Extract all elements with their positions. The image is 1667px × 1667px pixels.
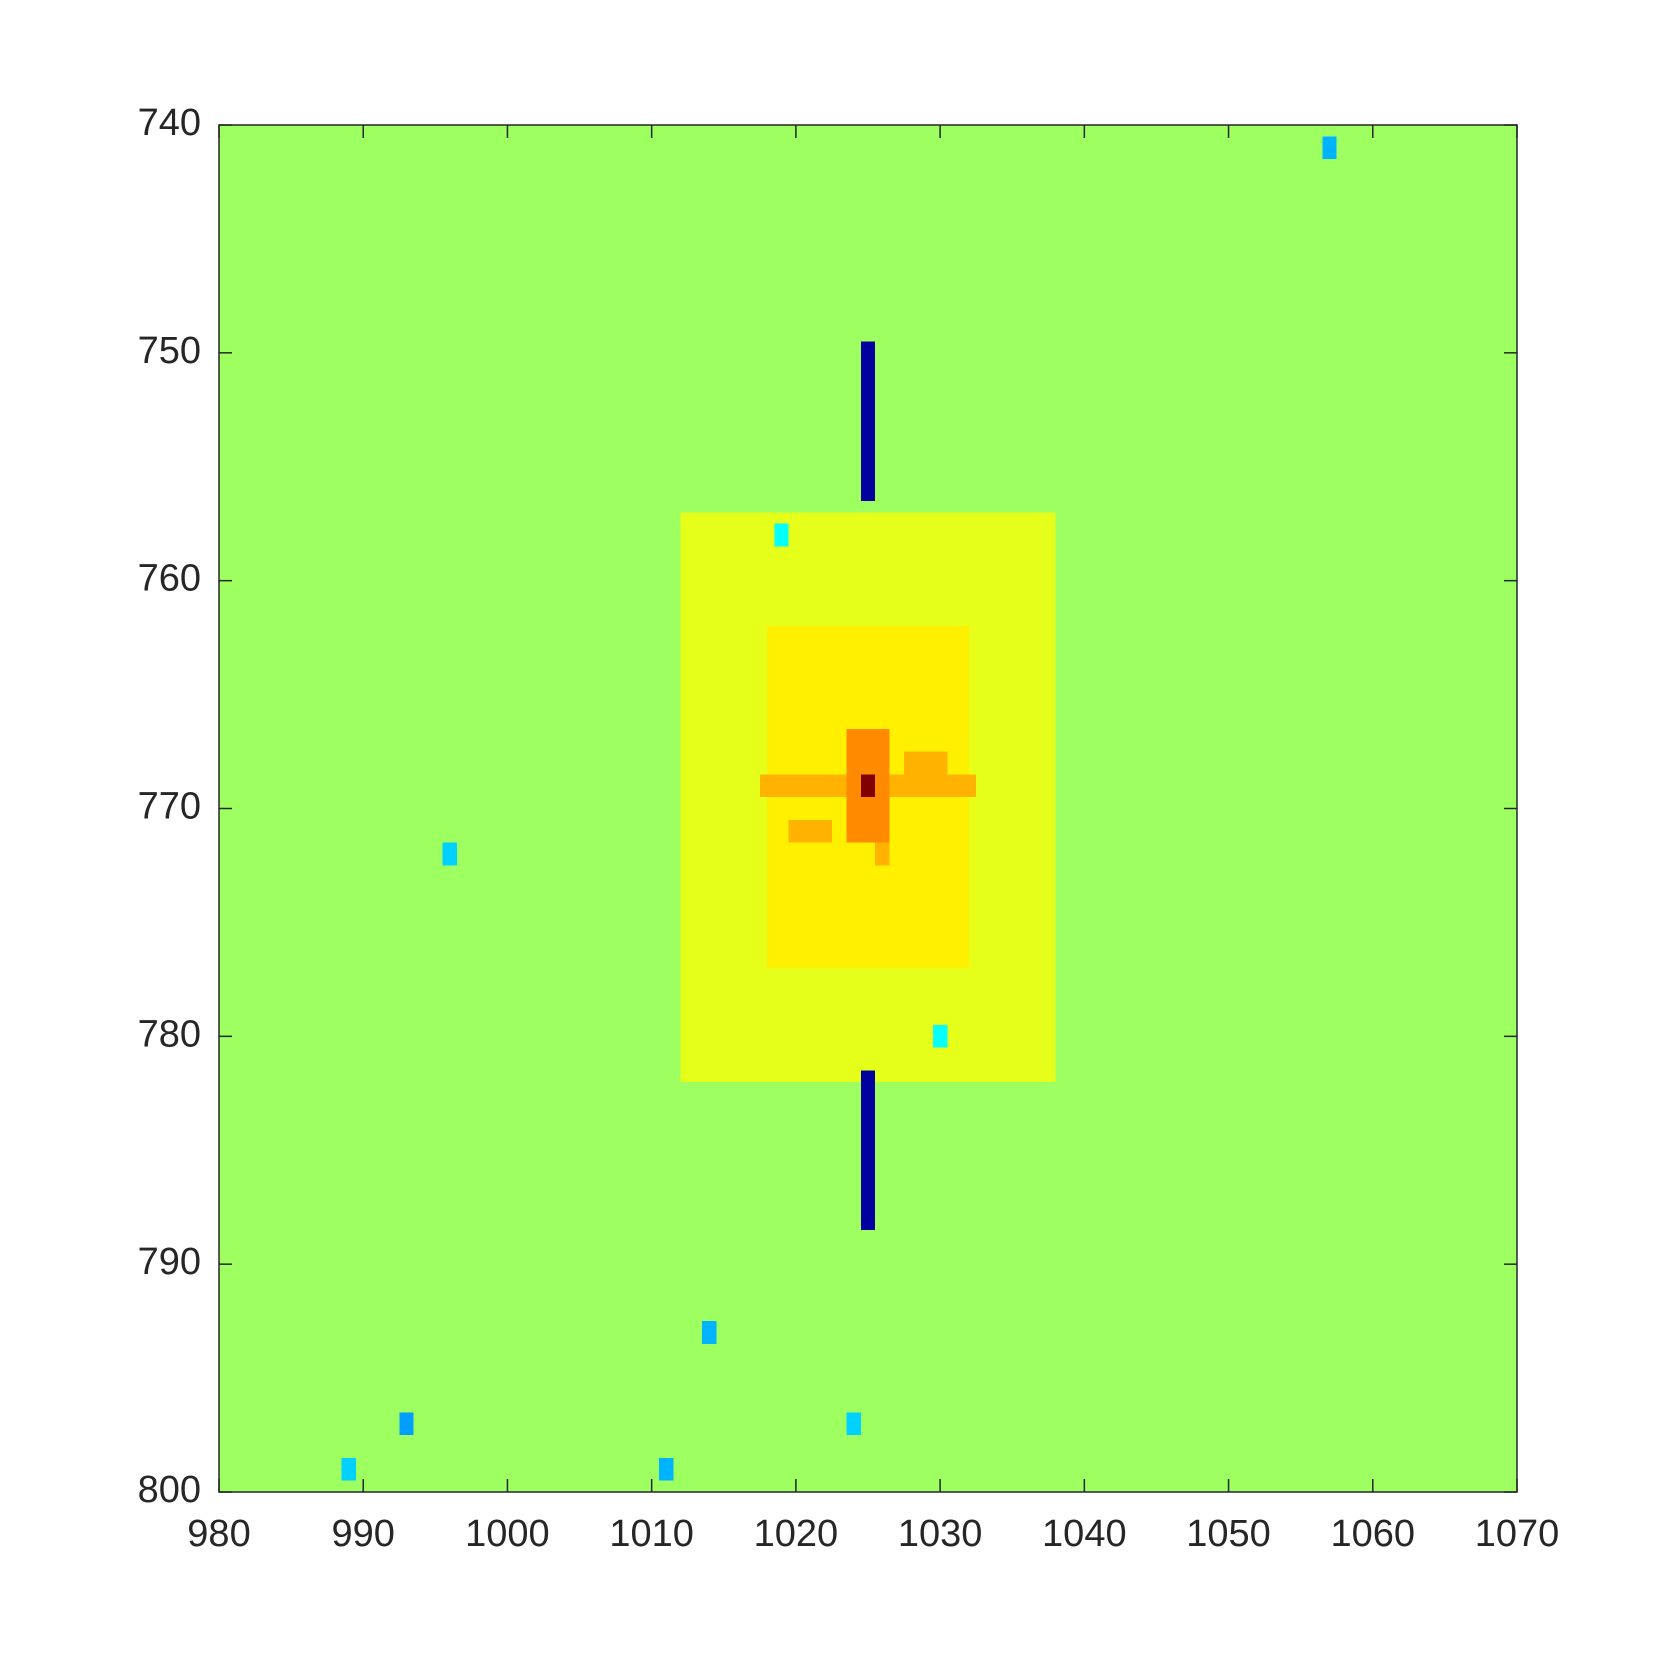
y-tick-label: 760 [138,558,201,600]
heat-cell [399,1412,414,1436]
heat-cell [932,1024,948,1048]
heat-cell [860,1070,876,1230]
x-tick-label: 990 [332,1513,395,1555]
x-tick-label: 1040 [1042,1513,1127,1555]
x-tick-label: 1060 [1331,1513,1416,1555]
heat-cell [1322,136,1337,160]
heat-cell [904,751,948,775]
x-tick-label: 1000 [465,1513,550,1555]
heat-cell [341,1457,357,1481]
y-tick-label: 800 [138,1469,201,1511]
x-tick-label: 1010 [609,1513,694,1555]
x-tick-label: 1020 [754,1513,839,1555]
heat-cell [774,523,789,547]
heat-cell [846,1412,861,1436]
y-tick-label: 740 [138,102,201,144]
heat-cell [860,341,876,501]
heat-cell [788,819,832,843]
x-tick-label: 1030 [898,1513,983,1555]
x-tick-label: 1070 [1475,1513,1560,1555]
heatmap [219,125,1517,1492]
heat-cell [875,842,890,866]
x-tick-label: 1050 [1186,1513,1271,1555]
y-tick-label: 750 [138,330,201,372]
x-tick-label: 980 [187,1513,250,1555]
y-tick-label: 790 [138,1241,201,1283]
y-tick-label: 780 [138,1013,201,1055]
heat-cell [702,1321,717,1344]
y-tick-label: 770 [138,786,201,828]
heat-cell [860,774,876,798]
heat-cell [658,1457,674,1481]
heat-cell [442,842,457,866]
